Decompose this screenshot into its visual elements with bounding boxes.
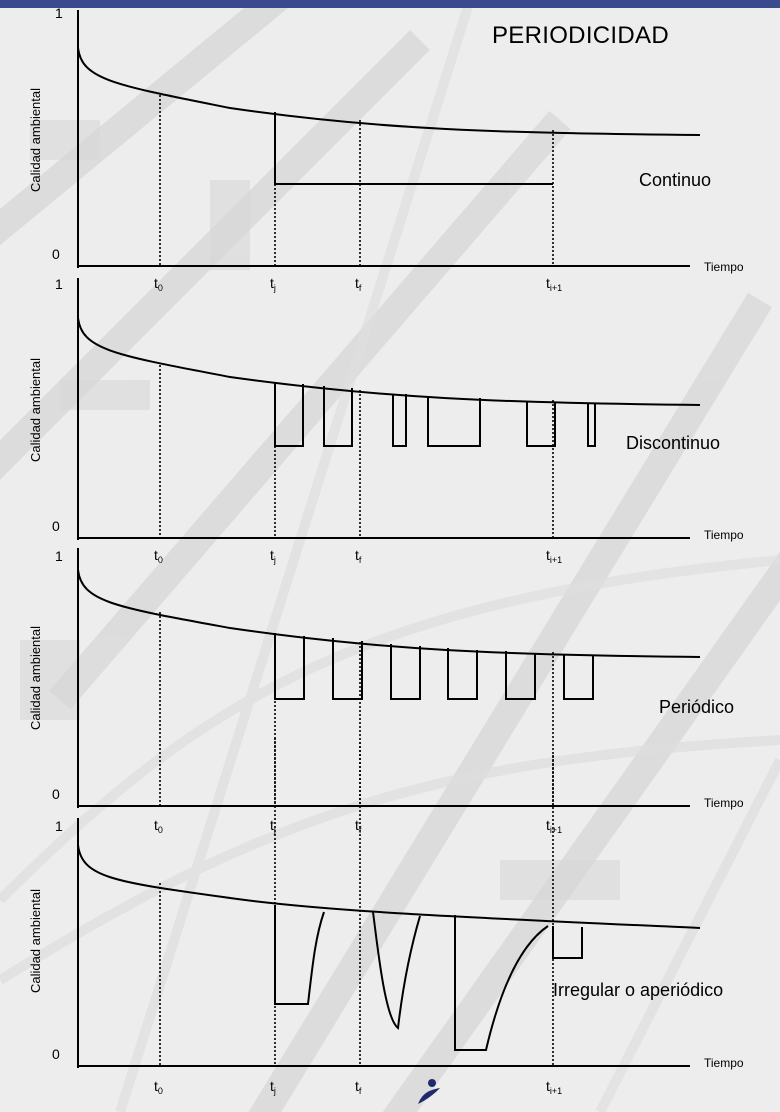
- pulse-5: [505, 651, 536, 700]
- baseline-curve: [77, 317, 701, 406]
- panel-irregular: [77, 738, 701, 1068]
- x-axis-label: Tiempo: [704, 260, 744, 274]
- pulse-2: [323, 386, 353, 447]
- pulse-5: [526, 401, 556, 447]
- series-label-discontinuo: Discontinuo: [626, 433, 721, 453]
- x-tick-ti1: ti+1: [546, 1078, 563, 1096]
- pulse-2: [332, 638, 363, 700]
- dip-3: [454, 915, 549, 1051]
- x-tick-tj: tj: [270, 275, 276, 293]
- baseline-curve: [77, 569, 701, 658]
- top-bar: [0, 0, 780, 8]
- x-tick-t0: t0: [154, 275, 163, 293]
- pulse-3: [390, 644, 421, 700]
- pulse-3: [392, 394, 407, 447]
- y-axis-label: Calidad ambiental: [28, 87, 43, 193]
- pulse-4: [427, 396, 481, 447]
- impact-trace: [274, 112, 553, 185]
- y-axis-label: Calidad ambiental: [28, 357, 43, 463]
- baseline-curve: [77, 844, 701, 929]
- series-label-continuo: Continuo: [639, 170, 712, 190]
- y-tick-bottom: 0: [52, 1046, 60, 1062]
- y-tick-bottom: 0: [52, 518, 60, 534]
- x-tick-tf: tf: [355, 547, 362, 565]
- y-axis-label: Calidad ambiental: [28, 625, 43, 731]
- y-tick-bottom: 0: [52, 246, 60, 262]
- baseline-curve: [77, 47, 701, 136]
- pulse-1: [274, 633, 305, 700]
- pulse-6: [563, 654, 594, 700]
- x-tick-t0: t0: [154, 547, 163, 565]
- x-axis-label: Tiempo: [704, 528, 744, 542]
- x-axis-label: Tiempo: [704, 1056, 744, 1070]
- dip-1: [274, 905, 325, 1005]
- y-tick-top: 1: [55, 5, 63, 21]
- logo-icon: [418, 1079, 440, 1104]
- dip-2: [372, 911, 421, 1030]
- y-tick-top: 1: [55, 276, 63, 292]
- x-tick-ti1: ti+1: [546, 547, 563, 565]
- y-tick-top: 1: [55, 548, 63, 564]
- pulse-1: [274, 382, 304, 447]
- page-title: PERIODICIDAD: [492, 22, 669, 49]
- y-tick-top: 1: [55, 818, 63, 834]
- panel-continuo: [77, 10, 701, 268]
- x-axis-label: Tiempo: [704, 796, 744, 810]
- panel-discontinuo: [77, 278, 701, 540]
- x-tick-tj: tj: [270, 817, 276, 835]
- x-tick-tf: tf: [355, 817, 362, 835]
- x-tick-tj: tj: [270, 547, 276, 565]
- x-tick-tf: tf: [355, 1078, 362, 1096]
- x-tick-tf: tf: [355, 275, 362, 293]
- y-axis-label: Calidad ambiental: [28, 888, 43, 994]
- y-tick-bottom: 0: [52, 786, 60, 802]
- x-tick-ti1: ti+1: [546, 817, 563, 835]
- x-tick-t0: t0: [154, 1078, 163, 1096]
- series-label-irregular: Irregular o aperiódico: [553, 980, 724, 1000]
- panel-periodico: [77, 548, 701, 808]
- series-label-periodico: Periódico: [659, 697, 735, 717]
- dip-4: [552, 926, 583, 959]
- x-tick-tj: tj: [270, 1078, 276, 1096]
- x-tick-t0: t0: [154, 817, 163, 835]
- x-tick-ti1: ti+1: [546, 275, 563, 293]
- pulse-4: [447, 648, 478, 700]
- pulse-6: [587, 403, 596, 447]
